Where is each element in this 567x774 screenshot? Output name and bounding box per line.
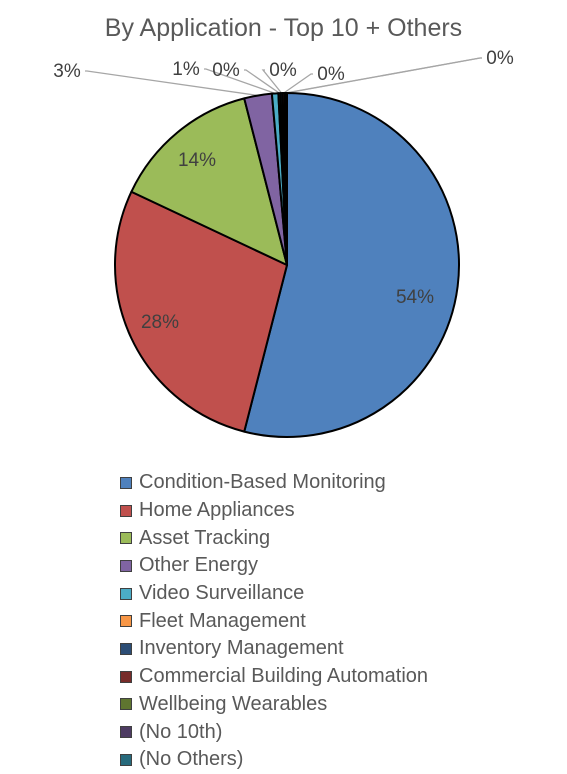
legend-label: Asset Tracking bbox=[139, 526, 271, 549]
leader-line bbox=[204, 68, 276, 95]
legend-label: Condition-Based Monitoring bbox=[139, 471, 386, 494]
legend-label: Video Surveillance bbox=[139, 582, 305, 605]
legend-label: (No Others) bbox=[139, 748, 244, 771]
legend-swatch bbox=[120, 615, 132, 628]
pie-slice-condition-based-monitoring bbox=[243, 92, 460, 438]
data-label: 28% bbox=[141, 312, 179, 333]
legend-label: Commercial Building Automation bbox=[139, 665, 429, 688]
legend-item: Inventory Management bbox=[120, 635, 560, 663]
data-label: 0% bbox=[212, 60, 240, 81]
legend-item: Condition-Based Monitoring bbox=[120, 469, 560, 497]
legend-label: Wellbeing Wearables bbox=[139, 692, 328, 715]
data-label: 54% bbox=[396, 287, 434, 308]
legend-label: Other Energy bbox=[139, 554, 258, 577]
data-label: 0% bbox=[269, 60, 297, 81]
legend-item: Other Energy bbox=[120, 552, 560, 580]
pie-slices bbox=[114, 91, 460, 438]
legend-swatch bbox=[120, 670, 132, 683]
pie-slice-asset-tracking bbox=[130, 97, 288, 266]
pie-slice-home-appliances bbox=[114, 190, 288, 433]
legend-label: Inventory Management bbox=[139, 637, 344, 660]
legend-item: Home Appliances bbox=[120, 497, 560, 525]
legend-label: Fleet Management bbox=[139, 609, 306, 632]
data-label: 14% bbox=[178, 150, 216, 171]
legend-swatch bbox=[120, 504, 132, 517]
leader-line bbox=[261, 69, 283, 94]
legend-swatch bbox=[120, 476, 132, 489]
legend-label: (No 10th) bbox=[139, 720, 223, 743]
legend-swatch bbox=[120, 698, 132, 711]
legend-swatch bbox=[120, 559, 132, 572]
data-labels: 54% 28% 14% 3% 1% 0% 0% 0% 0% bbox=[53, 48, 514, 333]
legend-item: Asset Tracking bbox=[120, 524, 560, 552]
legend-item: Fleet Management bbox=[120, 607, 560, 635]
chart-title: By Application - Top 10 + Others bbox=[104, 14, 463, 42]
data-label: 0% bbox=[486, 48, 514, 69]
data-label: 3% bbox=[53, 61, 81, 82]
legend-swatch bbox=[120, 532, 132, 545]
legend-item: Video Surveillance bbox=[120, 580, 560, 608]
legend: Condition-Based Monitoring Home Appliance… bbox=[120, 469, 560, 774]
data-label: 0% bbox=[317, 64, 345, 85]
legend-swatch bbox=[120, 726, 132, 739]
legend-item: (No 10th) bbox=[120, 718, 560, 746]
legend-swatch bbox=[120, 587, 132, 600]
legend-item: (No Others) bbox=[120, 746, 560, 774]
leader-lines bbox=[85, 57, 482, 97]
leader-line bbox=[283, 73, 313, 94]
data-label: 1% bbox=[172, 59, 200, 80]
pie-chart: 54% 28% 14% 3% 1% 0% 0% 0% 0% bbox=[53, 48, 514, 438]
leader-line bbox=[244, 69, 280, 94]
pie-slice-no-others bbox=[284, 91, 288, 266]
legend-item: Wellbeing Wearables bbox=[120, 691, 560, 719]
legend-label: Home Appliances bbox=[139, 499, 295, 522]
legend-swatch bbox=[120, 642, 132, 655]
legend-swatch bbox=[120, 753, 132, 766]
legend-item: Commercial Building Automation bbox=[120, 663, 560, 691]
leader-line bbox=[286, 57, 482, 94]
leader-line bbox=[85, 70, 259, 97]
